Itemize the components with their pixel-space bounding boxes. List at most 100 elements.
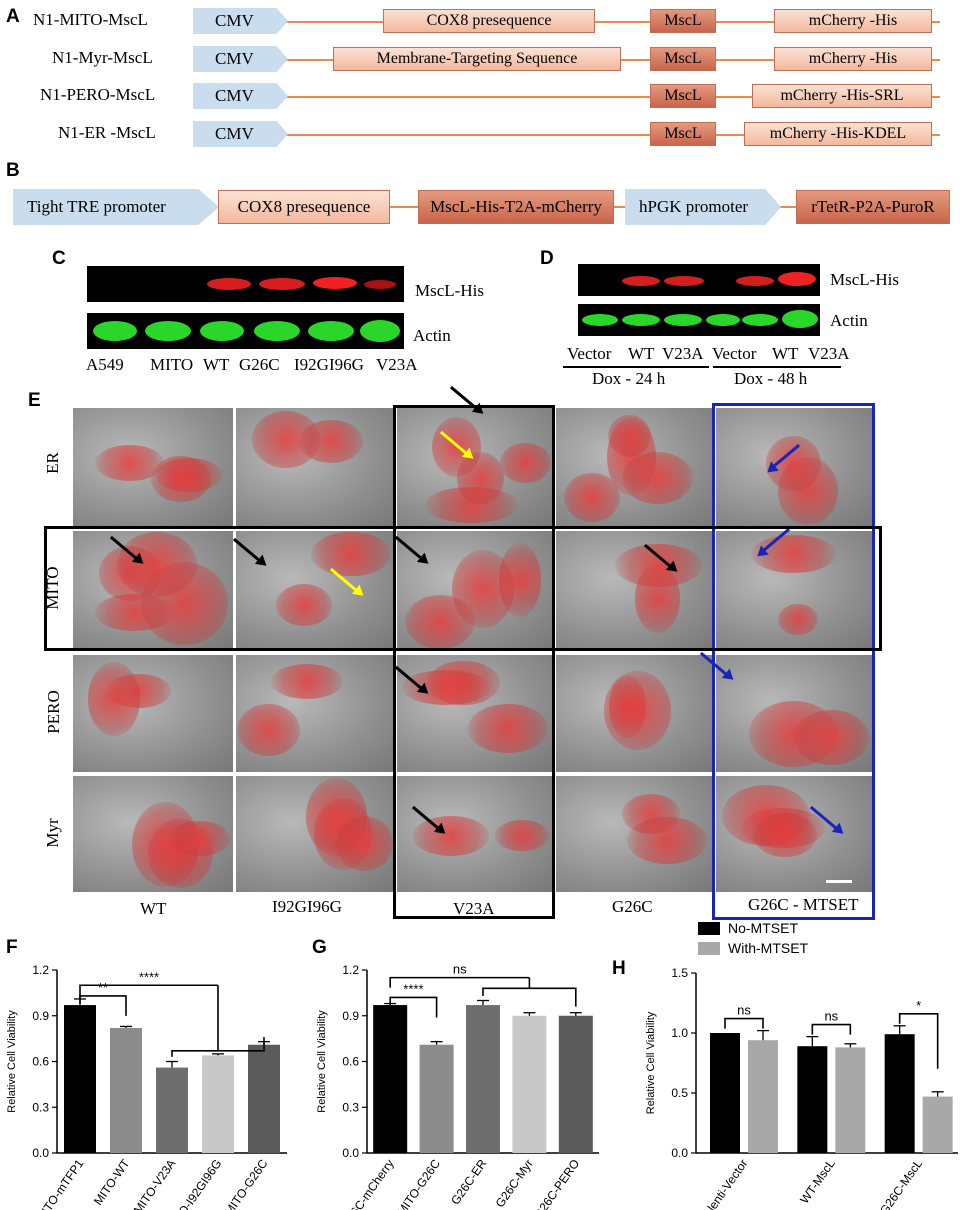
cell-fluorescence — [117, 532, 198, 598]
mcherry-srl-box: mCherry -His-SRL — [752, 84, 932, 108]
legend-swatch — [698, 942, 720, 955]
band — [664, 314, 702, 326]
chart-f: 0.0 0.3 0.6 0.9 1.2 Relative Cell Viability MI… — [6, 963, 287, 1210]
band — [742, 314, 778, 326]
band — [360, 320, 400, 342]
bar — [248, 1044, 280, 1153]
y-tick-label: 0.3 — [342, 1100, 359, 1114]
cell-fluorescence — [251, 411, 321, 468]
y-tick-label: 1.2 — [32, 963, 49, 977]
microscopy-image — [397, 776, 553, 892]
microscopy-image — [556, 776, 714, 892]
lane-label: A549 — [86, 355, 124, 374]
cell-fluorescence — [236, 703, 301, 757]
panel-f-letter: F — [6, 937, 18, 958]
legend-swatch — [698, 922, 720, 935]
cell-fluorescence — [603, 670, 672, 751]
group-bracket — [482, 987, 577, 1007]
col-label: I92GI96G — [272, 897, 342, 916]
mscl-box: MscL — [650, 122, 716, 146]
microscopy-image — [556, 408, 714, 527]
significance-bracket — [389, 996, 438, 1018]
group-label: Dox - 48 h — [734, 369, 808, 388]
x-tick-label: lenti-Vector — [705, 1157, 751, 1210]
significance-label: ns — [824, 1009, 838, 1024]
microscopy-image — [73, 408, 233, 527]
lane-label: WT — [772, 344, 799, 363]
cox8-box: COX8 presequence — [383, 9, 595, 33]
bar — [710, 1033, 740, 1153]
y-tick-label: 0.6 — [32, 1055, 49, 1069]
band — [313, 277, 357, 289]
construct-name: N1-Myr-MscL — [52, 48, 153, 67]
x-tick-label: MITO-V23A — [131, 1157, 179, 1210]
panel-b-letter: B — [6, 160, 20, 181]
cell-fluorescence — [335, 815, 394, 872]
cell-fluorescence — [614, 543, 702, 587]
scale-bar — [826, 880, 852, 883]
cell-fluorescence — [270, 663, 343, 699]
blot-label: Actin — [413, 326, 451, 345]
mscl-his-blot — [578, 264, 820, 296]
construct-name: N1-ER -MscL — [58, 123, 156, 142]
panel-g-letter: G — [312, 937, 327, 958]
x-tick-label: G26C-MscL — [877, 1156, 925, 1210]
mcherry-kdel-box: mCherry -His-KDEL — [744, 122, 932, 146]
bar — [156, 1067, 188, 1153]
cell-fluorescence — [498, 542, 542, 617]
lane-label: I92GI96G — [294, 355, 364, 374]
dna-line — [280, 96, 940, 98]
mito-row-highlight-box — [44, 526, 882, 651]
col-label: WT — [140, 899, 167, 918]
band — [778, 272, 816, 286]
cmv-promoter: CMV — [193, 46, 288, 72]
bar — [110, 1027, 142, 1153]
cell-fluorescence — [413, 816, 489, 856]
cmv-promoter: CMV — [193, 83, 288, 109]
cell-fluorescence — [275, 583, 333, 626]
legend-label: No-MTSET — [728, 920, 798, 936]
significance-label: ns — [453, 962, 467, 977]
v23a-highlight-box — [393, 405, 555, 919]
significance-label: **** — [403, 981, 423, 996]
mcherry-box: mCherry -His — [774, 47, 932, 71]
panel-d-letter: D — [540, 248, 554, 269]
bar — [835, 1047, 866, 1153]
significance-label: * — [916, 998, 921, 1013]
y-tick-label: 0.0 — [32, 1146, 49, 1160]
bar — [202, 1055, 234, 1153]
microscopy-image — [397, 655, 553, 772]
bar — [373, 1005, 408, 1153]
x-tick-label: G26C-mCherry — [339, 1157, 397, 1210]
construct-name: N1-MITO-MscL — [33, 10, 148, 29]
band — [364, 280, 396, 289]
microscopy-image — [397, 531, 553, 650]
row-label: ER — [43, 452, 62, 474]
x-tick-label: MITO-G26C — [394, 1156, 443, 1210]
dna-line — [280, 134, 940, 136]
significance-bracket — [389, 976, 530, 988]
significance-label: **** — [139, 969, 159, 984]
band — [582, 314, 618, 326]
cell-fluorescence — [168, 821, 231, 856]
microscopy-image — [73, 655, 233, 772]
x-tick-label: G26C-Myr — [493, 1157, 536, 1210]
actin-blot — [578, 304, 820, 336]
bar — [884, 1034, 915, 1153]
band — [259, 278, 305, 290]
cell-fluorescence — [87, 662, 141, 736]
group-line — [563, 366, 709, 368]
bar — [512, 1015, 547, 1153]
microscopy-image — [236, 776, 394, 892]
microscopy-image — [236, 408, 394, 527]
cell-fluorescence — [752, 812, 818, 857]
y-tick-label: 0.5 — [671, 1086, 688, 1100]
group-line — [713, 366, 841, 368]
membrane-targeting-box: Membrane-Targeting Sequence — [333, 47, 621, 71]
lane-label: V23A — [808, 344, 850, 363]
actin-blot — [87, 313, 404, 349]
x-tick-label: G26C-PERO — [531, 1157, 582, 1210]
microscopy-image — [716, 531, 872, 650]
x-tick-label: MITO-WT — [91, 1156, 133, 1208]
mscl-his-blot — [87, 266, 404, 302]
